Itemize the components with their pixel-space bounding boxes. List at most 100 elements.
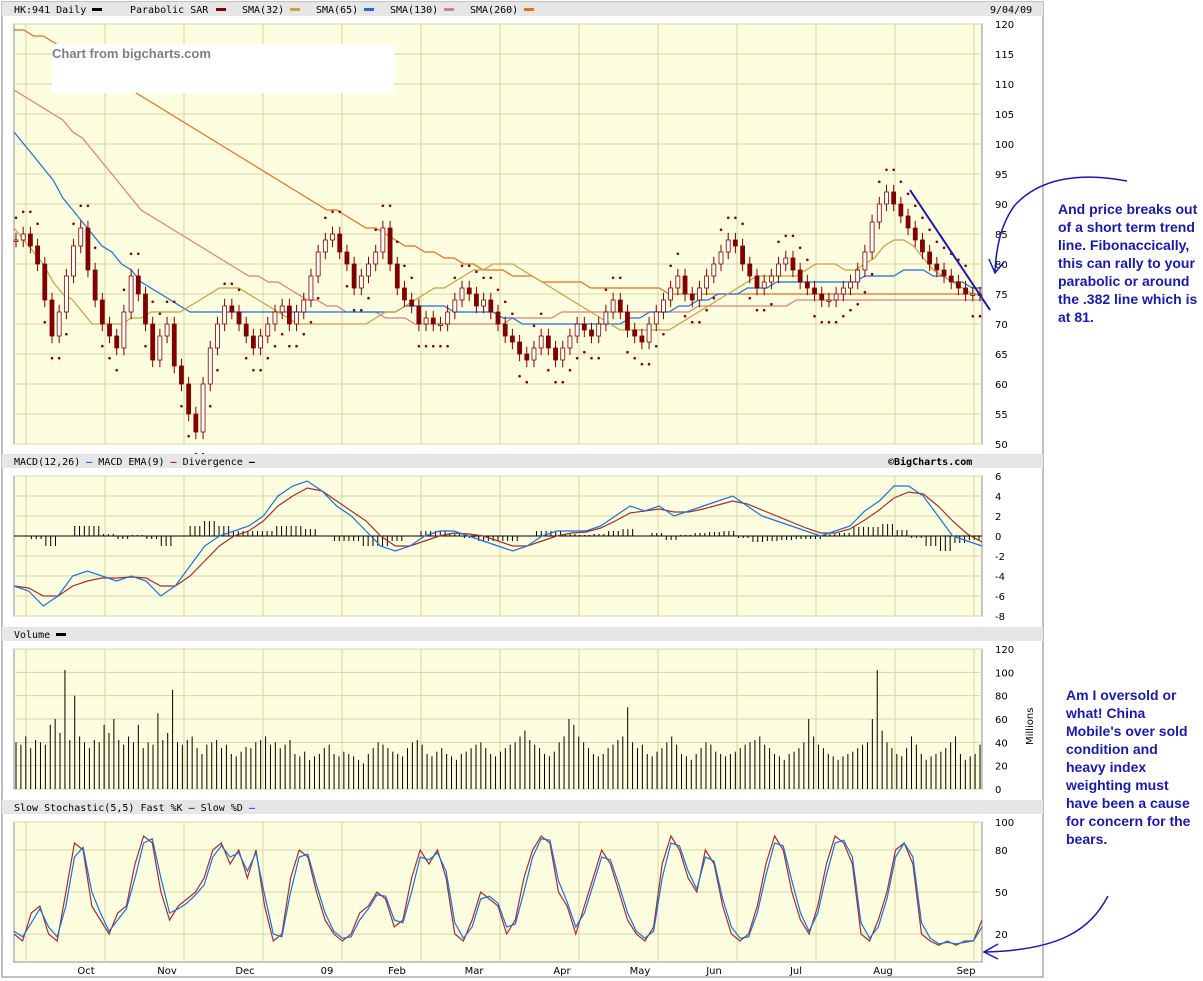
sar-dot — [770, 302, 773, 306]
sar-dot — [151, 300, 154, 304]
candle-body — [193, 413, 199, 433]
sar-dot — [935, 240, 939, 244]
sar-dot — [798, 246, 802, 250]
candle-body — [416, 305, 422, 325]
sar-dot — [475, 270, 478, 274]
legend-swatch — [216, 8, 226, 11]
candle-body — [898, 203, 904, 217]
y-tick-label: 120 — [995, 20, 1014, 31]
candle-body — [143, 293, 148, 325]
sar-dot — [690, 320, 694, 324]
legend-swatch — [444, 8, 454, 11]
price-legend: Parabolic SAR SMA(32) SMA(65) SMA(130) SMA(2… — [130, 5, 534, 16]
sar-dot — [726, 216, 730, 220]
x-tick-label: Nov — [157, 966, 177, 977]
candle-body — [488, 299, 494, 313]
sar-dot — [597, 356, 601, 360]
candle-body — [236, 311, 242, 325]
candle-body — [776, 263, 781, 277]
sar-dot — [29, 210, 32, 214]
sar-dot — [345, 284, 349, 288]
candle-body — [35, 245, 40, 265]
title-part: Divergence — [183, 457, 249, 468]
sar-dot — [367, 296, 370, 300]
candle-body — [56, 311, 62, 337]
sar-dot — [503, 300, 507, 304]
sar-dot — [65, 332, 68, 336]
sar-dot — [50, 356, 54, 360]
candle-body — [207, 347, 213, 385]
candle-body — [783, 257, 789, 265]
candle-body — [481, 299, 487, 307]
x-tick-label: Mar — [465, 966, 485, 977]
macd-line — [13, 480, 983, 607]
y-tick-label: 2 — [995, 512, 1001, 523]
candle-body — [107, 323, 112, 337]
sar-dot — [360, 308, 363, 312]
y-tick-label: 50 — [995, 440, 1008, 451]
candle-body — [675, 275, 681, 289]
sar-dot — [129, 252, 133, 256]
candle-body — [768, 275, 774, 283]
candle-body — [121, 311, 127, 349]
candle-body — [617, 299, 623, 313]
sar-dot — [331, 210, 334, 214]
sar-dot — [381, 204, 385, 208]
sar-dot — [446, 344, 449, 348]
y-tick-label: 100 — [995, 668, 1014, 679]
sar-dot — [964, 264, 967, 268]
sar-dot — [302, 332, 306, 336]
y-tick-label: 40 — [995, 738, 1008, 749]
sar-dot — [913, 204, 917, 208]
sar-dot — [374, 228, 378, 232]
sar-dot — [288, 344, 291, 348]
title-part: Slow Stochastic(5,5) — [14, 803, 140, 814]
candle-body — [855, 269, 861, 283]
candle-body — [380, 227, 386, 253]
stoch-grid — [14, 821, 982, 962]
sma-32-line — [13, 227, 982, 331]
y-tick-label: 20 — [995, 930, 1008, 941]
y-tick-label: 55 — [995, 410, 1008, 421]
y-tick-label: -4 — [995, 572, 1005, 583]
sar-dot — [877, 180, 881, 184]
sar-dot — [252, 368, 255, 372]
sar-dot — [762, 308, 766, 312]
candle-body — [330, 233, 335, 241]
chart-date: 9/04/09 — [990, 5, 1032, 16]
legend-swatch — [290, 8, 300, 11]
candle-body — [258, 335, 263, 349]
sar-dot — [180, 404, 183, 408]
y-tick-label: 100 — [995, 818, 1014, 829]
annotation-bottom: Am I oversold or what! China Mobile's ov… — [1066, 687, 1191, 847]
watermark-text: Chart from bigcharts.com — [52, 46, 211, 61]
y-tick-label: 95 — [995, 170, 1008, 181]
candle-body — [862, 251, 868, 271]
candle-body — [934, 263, 940, 271]
sar-dot — [108, 356, 111, 360]
sar-dot — [165, 300, 169, 304]
x-tick-label: 09 — [321, 966, 334, 977]
candle-body — [927, 251, 933, 265]
x-tick-label: Sep — [957, 966, 976, 977]
sar-dot — [496, 288, 500, 292]
sar-dot — [712, 296, 716, 300]
candle-body — [653, 311, 659, 325]
candle-body — [215, 323, 220, 349]
candle-body — [560, 347, 566, 361]
sar-dot — [561, 380, 565, 384]
sar-dot — [899, 180, 903, 184]
annotation-arrow-bottom — [984, 895, 1109, 953]
sar-dot — [734, 216, 737, 220]
title-part: Fast %K — [140, 803, 188, 814]
x-tick-label: Jun — [705, 966, 722, 977]
price-candles — [13, 184, 983, 440]
sar-dot — [136, 252, 140, 256]
y-tick-label: 60 — [995, 715, 1008, 726]
sar-dot — [417, 344, 421, 348]
volume-unit-label: Millions — [1025, 708, 1036, 745]
sar-dot — [539, 312, 543, 316]
annotation-arrow-top-head — [988, 258, 1005, 275]
